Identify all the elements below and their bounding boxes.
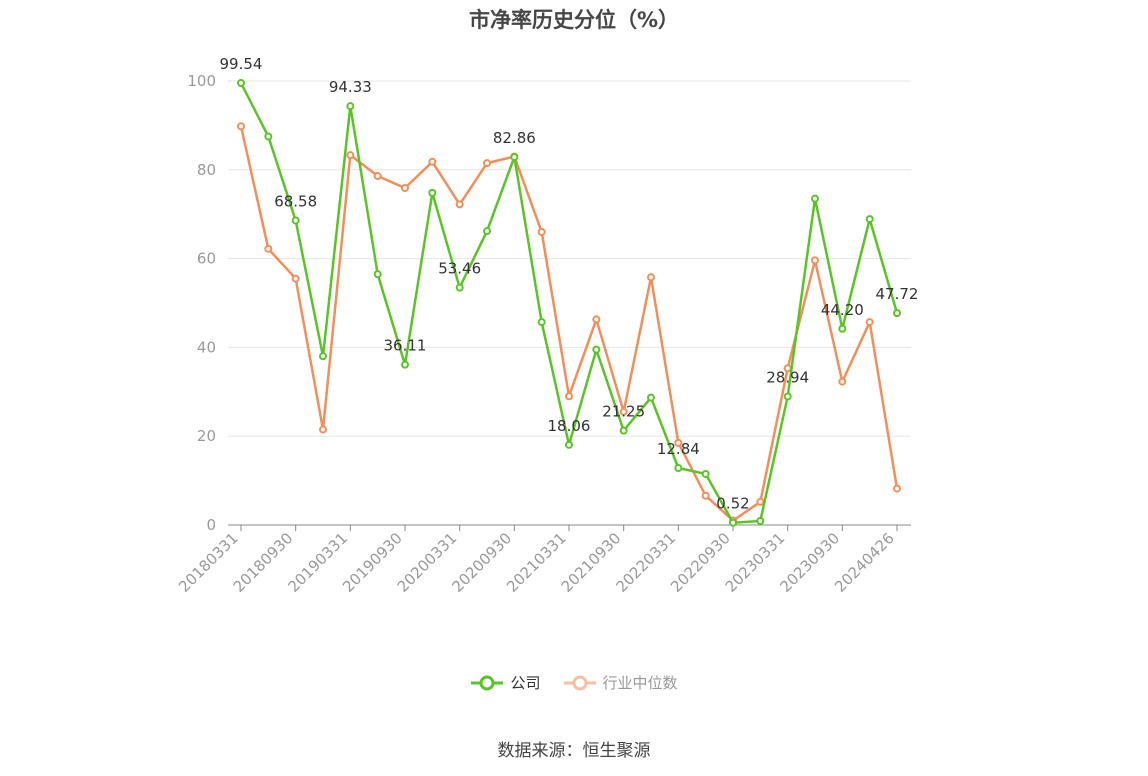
- data-label: 82.86: [493, 129, 536, 147]
- data-point-company: [756, 517, 765, 526]
- data-point-industry: [373, 172, 382, 181]
- data-point-company: [346, 102, 355, 111]
- data-point-industry: [701, 491, 710, 500]
- data-point-industry: [647, 273, 655, 282]
- data-point-company: [291, 216, 300, 225]
- data-point-industry: [346, 151, 355, 160]
- y-tick-label: 0: [206, 516, 216, 534]
- data-point-company: [455, 283, 464, 292]
- y-tick-label: 40: [197, 338, 216, 356]
- data-point-company: [865, 215, 874, 224]
- data-point-company: [838, 324, 847, 333]
- data-point-company: [428, 188, 437, 197]
- data-label: 18.06: [548, 417, 591, 435]
- legend-industry-marker-icon: [563, 675, 596, 690]
- data-label: 0.52: [716, 495, 749, 513]
- data-point-company: [893, 309, 901, 318]
- data-point-industry: [674, 438, 683, 447]
- data-label: 99.54: [220, 55, 263, 73]
- y-tick-label: 60: [197, 250, 216, 268]
- data-label: 94.33: [329, 78, 372, 96]
- data-label: 47.72: [876, 285, 919, 303]
- data-label: 12.84: [657, 440, 700, 458]
- data-label: 21.25: [602, 403, 645, 421]
- data-point-industry: [428, 157, 437, 166]
- data-point-industry: [592, 315, 601, 324]
- data-point-company: [619, 426, 628, 435]
- data-label: 44.20: [821, 301, 864, 319]
- data-point-industry: [838, 377, 847, 386]
- data-point-company: [319, 352, 327, 361]
- y-tick-label: 100: [187, 72, 216, 90]
- legend-company-marker-icon: [471, 675, 504, 690]
- x-tick-label: 20240426: [831, 529, 898, 596]
- legend-label-industry: 行业中位数: [602, 674, 678, 692]
- data-label: 28.94: [766, 369, 809, 387]
- data-point-industry: [537, 227, 546, 236]
- data-label: 68.58: [274, 193, 317, 211]
- data-point-company: [510, 153, 519, 162]
- data-point-company: [237, 79, 245, 88]
- data-point-industry: [401, 184, 409, 193]
- data-point-company: [647, 393, 655, 402]
- data-label: 36.11: [384, 337, 427, 355]
- data-point-company: [701, 469, 710, 478]
- data-point-industry: [319, 425, 327, 434]
- data-point-company: [483, 227, 491, 236]
- data-point-industry: [893, 484, 901, 493]
- data-point-company: [537, 318, 546, 327]
- series-line-company: [239, 82, 899, 524]
- data-point-company: [592, 345, 601, 354]
- y-tick-label: 20: [197, 427, 216, 445]
- legend-item-company[interactable]: 公司: [470, 672, 541, 693]
- data-point-industry: [811, 256, 819, 265]
- data-point-industry: [756, 497, 765, 506]
- y-tick-label: 80: [197, 161, 216, 179]
- data-point-company: [401, 360, 409, 369]
- legend-label-company: 公司: [510, 674, 541, 692]
- data-point-industry: [619, 407, 628, 416]
- data-point-company: [729, 518, 737, 527]
- legend-item-industry[interactable]: 行业中位数: [563, 672, 678, 693]
- data-point-industry: [264, 244, 273, 253]
- data-point-company: [674, 463, 683, 472]
- data-point-company: [565, 440, 573, 449]
- data-point-industry: [455, 200, 464, 209]
- data-point-company: [811, 194, 819, 203]
- data-point-industry: [483, 159, 491, 168]
- data-point-industry: [865, 318, 874, 327]
- data-point-company: [373, 270, 382, 279]
- data-point-company: [264, 132, 273, 141]
- legend: 公司 行业中位数: [0, 672, 1148, 693]
- data-point-industry: [237, 122, 245, 131]
- chart-title: 市净率历史分位（%）: [468, 8, 680, 32]
- data-label: 53.46: [438, 260, 481, 278]
- data-point-industry: [291, 274, 300, 283]
- data-point-company: [783, 392, 792, 401]
- data-point-industry: [565, 392, 573, 401]
- data-source: 数据来源：恒生聚源: [497, 741, 651, 761]
